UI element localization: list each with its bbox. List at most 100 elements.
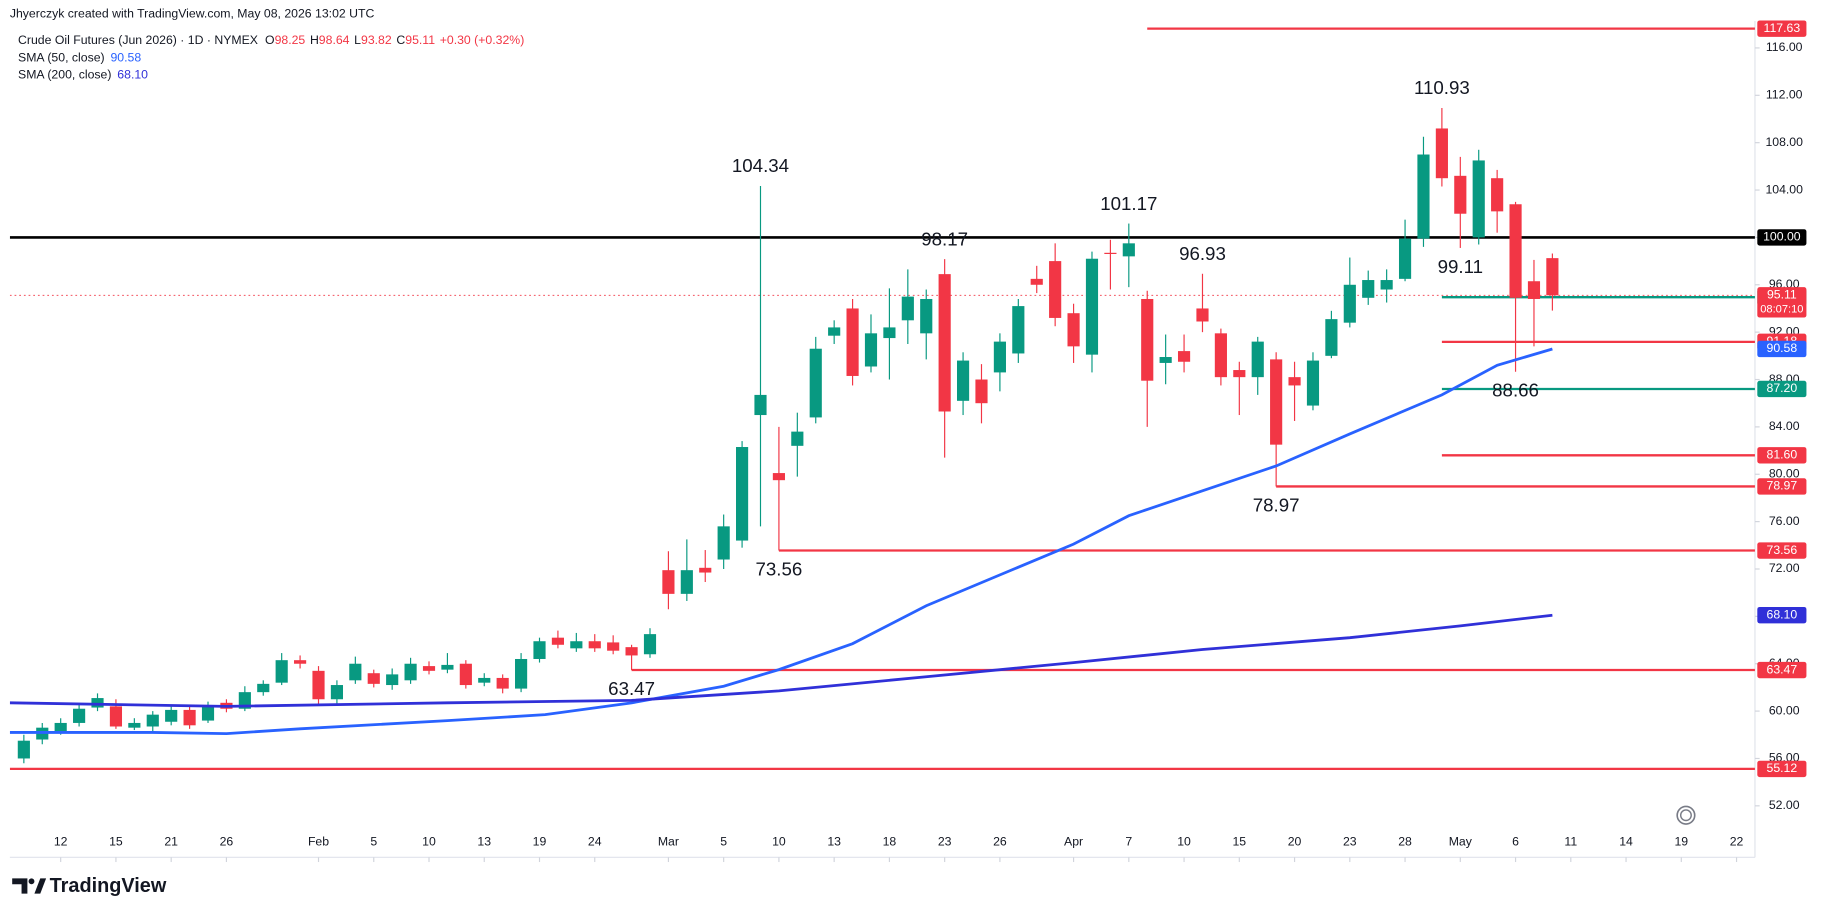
x-tick-label: 13 <box>827 834 841 848</box>
candle-body <box>883 327 896 339</box>
x-tick-label: 5 <box>370 834 377 848</box>
tradingview-logo <box>12 878 47 894</box>
x-tick-label: 19 <box>1674 834 1688 848</box>
level-badge-bg <box>1757 478 1807 495</box>
candle-body <box>1380 280 1393 290</box>
x-tick-label: 14 <box>1619 834 1633 848</box>
clock-icon[interactable] <box>1676 805 1696 825</box>
level-badge-bg <box>1757 20 1807 37</box>
candle-body <box>1067 313 1080 347</box>
y-tick-label: 60.00 <box>1769 703 1800 717</box>
x-tick-label: Apr <box>1064 834 1083 848</box>
candle-body <box>864 333 878 367</box>
sma-badge: 68.10 <box>1767 607 1798 621</box>
y-tick-label: 84.00 <box>1769 419 1800 433</box>
level-badge-bg <box>1757 229 1807 246</box>
sma-line <box>9 347 1553 736</box>
y-tick-label: 108.00 <box>1765 135 1803 149</box>
quote-key: H <box>310 33 319 47</box>
x-tick-label: 21 <box>164 834 178 848</box>
y-tick-label: 80.00 <box>1769 467 1800 481</box>
x-tick-label: 26 <box>220 834 234 848</box>
level-badge-bg <box>1757 542 1807 559</box>
level-badge-bg <box>1757 760 1807 778</box>
candle-body <box>1288 377 1301 386</box>
candle-body <box>1306 360 1320 406</box>
candle-body <box>1325 319 1338 356</box>
y-tick-label: 116.00 <box>1766 40 1803 54</box>
candle-body <box>1270 359 1283 445</box>
x-tick-label: Feb <box>308 834 329 848</box>
sma-line <box>9 613 1553 708</box>
x-tick-label: 19 <box>533 834 547 848</box>
candle-body <box>1362 280 1375 298</box>
candle-body <box>1012 306 1025 354</box>
x-tick-label: 20 <box>1288 834 1302 848</box>
level-badge: 63.47 <box>1767 662 1798 676</box>
x-tick-label: 5 <box>720 834 727 848</box>
x-tick-label: 22 <box>1730 834 1744 848</box>
candle-body <box>1472 160 1485 238</box>
symbol: Crude Oil Futures (Jun 2026) · 1D · NYME… <box>18 33 258 47</box>
price-annotation: 110.93 <box>1414 77 1470 98</box>
candle-body <box>1177 351 1191 362</box>
candle-body <box>1546 258 1559 296</box>
credit: Jhyerczyk created with TradingView.com, … <box>10 6 375 20</box>
candle-body <box>183 709 196 726</box>
candle-body <box>1509 204 1522 298</box>
candle-body <box>1398 238 1412 279</box>
candle-body <box>1030 278 1043 285</box>
candle-body <box>625 647 638 656</box>
x-tick-label: Mar <box>658 834 679 848</box>
quote-value: 98.64 <box>319 33 350 47</box>
price-annotation: 101.17 <box>1100 193 1157 214</box>
last-price-badge-bg <box>1757 287 1807 318</box>
sma-badge-bg <box>1757 606 1807 624</box>
x-tick-label: 6 <box>1512 834 1519 848</box>
sma-badge-bg <box>1757 340 1807 358</box>
candle-body <box>736 447 749 541</box>
candle-body <box>17 740 30 759</box>
candle-body <box>1417 154 1430 239</box>
price-annotation: 104.34 <box>732 155 789 176</box>
candle-body <box>956 360 970 401</box>
level-badge-bg <box>1757 661 1807 679</box>
candle-body <box>1104 252 1117 254</box>
quote-value: 93.82 <box>361 33 392 47</box>
candle-body <box>717 526 730 560</box>
candle-body <box>109 706 123 727</box>
price-annotation: 73.56 <box>756 558 803 579</box>
legend-value: 68.10 <box>117 68 148 82</box>
candle-body <box>1214 333 1227 378</box>
candle-body <box>515 658 528 689</box>
candle-body <box>1343 284 1356 323</box>
overlay: 52.0056.0060.0064.0068.0072.0076.0080.00… <box>54 20 1807 863</box>
x-tick-label: 23 <box>1343 834 1357 848</box>
candle-body <box>1251 341 1264 378</box>
x-tick-label: 12 <box>54 834 68 848</box>
candle-body <box>846 308 859 376</box>
level-badge: 81.60 <box>1767 448 1798 462</box>
candle-body <box>809 348 822 418</box>
candle-body <box>478 677 491 683</box>
candle-body <box>588 641 601 649</box>
candle-body <box>165 709 178 722</box>
quote-key: L <box>354 33 361 47</box>
candle-body <box>1491 178 1504 212</box>
candle-body <box>1085 258 1099 355</box>
candle-body <box>938 274 951 412</box>
legend-name: SMA (200, close) <box>18 68 111 82</box>
candle-body <box>1454 175 1467 214</box>
candle-body <box>386 674 399 686</box>
level-badge: 55.12 <box>1767 761 1798 775</box>
candle-body <box>275 660 288 683</box>
candle-body <box>257 683 270 693</box>
price-annotation: 63.47 <box>608 678 655 699</box>
x-tick-label: 11 <box>1564 834 1577 848</box>
x-tick-label: 10 <box>772 834 786 848</box>
x-tick-label: 13 <box>477 834 491 848</box>
candle-body <box>551 637 564 645</box>
legend-entry: SMA (200, close) 68.10 <box>18 68 148 82</box>
